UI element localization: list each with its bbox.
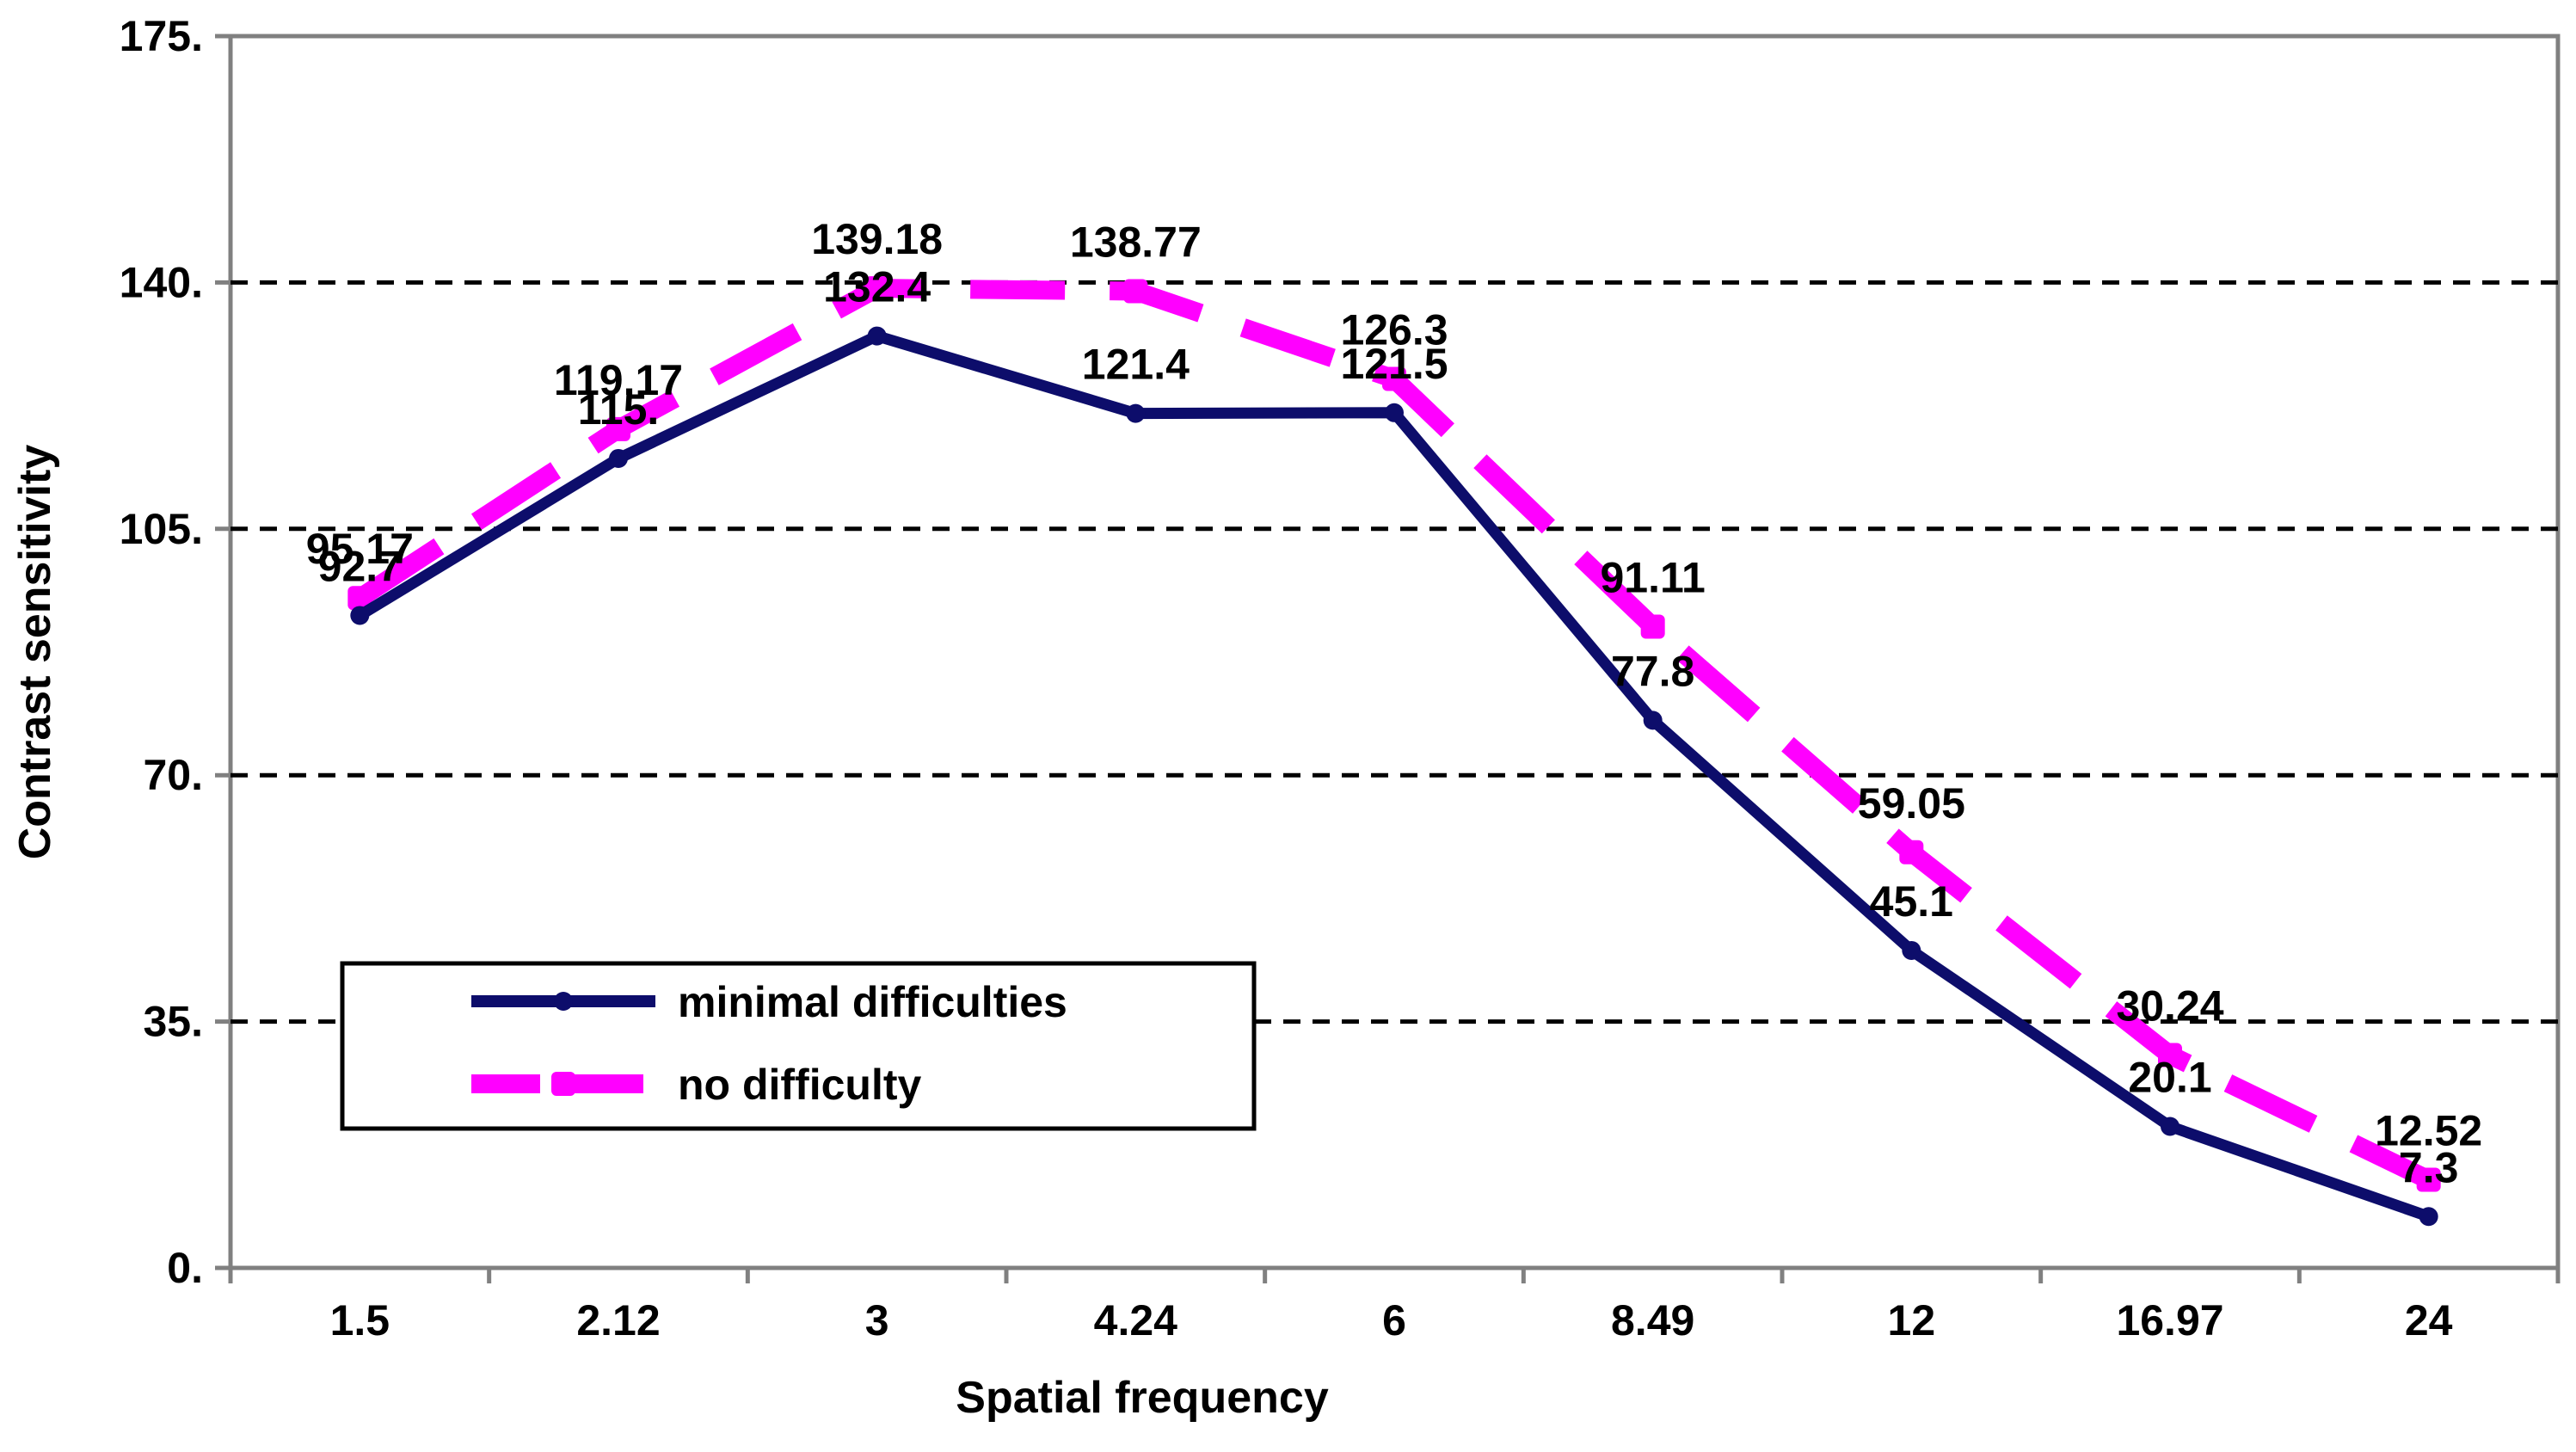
x-tick-label: 1.5 [330,1296,390,1344]
data-label-no-difficulty: 91.11 [1600,553,1705,601]
x-tick-label: 12 [1888,1296,1936,1344]
data-label-no-difficulty: 12.52 [2375,1107,2482,1155]
data-point-minimal-difficulties [867,326,887,346]
y-tick-label: 35. [143,998,203,1046]
data-point-no-difficulty [1382,366,1406,391]
y-tick-label: 70. [143,751,203,799]
data-label-no-difficulty: 126.3 [1340,306,1448,354]
data-point-minimal-difficulties [2161,1117,2179,1136]
x-axis-title: Spatial frequency [956,1373,1329,1423]
legend: minimal difficulties no difficulty [340,961,1257,1131]
data-point-minimal-difficulties [1902,940,1921,960]
data-point-minimal-difficulties [1643,711,1663,730]
axis-ticks: 0.35.70.105.140.175.1.5 2.12 3 4.24 6 8.49 12 1… [120,12,2561,1344]
data-labels: 92.7 115. 132.4 121.4 121.5 77.8 45.1 20.1 7.3 95… [306,215,2482,1191]
data-label-minimal-difficulties: 132.4 [823,263,931,311]
data-label-no-difficulty: 138.77 [1070,218,1202,266]
data-label-minimal-difficulties: 45.1 [1870,877,1953,926]
data-label-no-difficulty: 119.17 [554,356,683,404]
legend-marker-no-difficulty [551,1072,575,1096]
data-point-no-difficulty [1640,614,1665,639]
x-tick-label: 3 [865,1296,889,1344]
data-label-no-difficulty: 30.24 [2116,982,2223,1031]
legend-marker-minimal-difficulties [554,992,573,1011]
y-tick-label: 0. [167,1244,203,1292]
y-tick-label: 175. [120,12,203,60]
data-point-no-difficulty [1899,840,1924,864]
x-tick-label: 8.49 [1611,1296,1694,1344]
x-tick-label: 24 [2405,1296,2453,1344]
data-point-no-difficulty [2158,1043,2182,1067]
data-point-minimal-difficulties [2419,1207,2438,1227]
data-point-no-difficulty [347,586,372,611]
data-label-minimal-difficulties: 77.8 [1611,647,1694,695]
data-point-no-difficulty [606,416,630,441]
data-label-no-difficulty: 95.17 [306,525,414,573]
legend-label-no-difficulty: no difficulty [678,1061,921,1109]
y-tick-label: 105. [120,505,203,553]
y-tick-label: 140. [120,258,203,306]
data-label-minimal-difficulties: 92.7 [318,542,402,590]
x-tick-label: 6 [1382,1296,1406,1344]
data-label-minimal-difficulties: 121.4 [1082,341,1190,389]
data-point-minimal-difficulties [1126,403,1146,423]
data-point-no-difficulty [864,276,889,301]
x-tick-label: 4.24 [1094,1296,1178,1344]
data-point-minimal-difficulties [350,606,370,625]
data-label-no-difficulty: 59.05 [1858,779,1965,828]
legend-box [340,961,1257,1131]
data-point-no-difficulty [1123,279,1148,304]
data-point-no-difficulty [2416,1167,2441,1192]
data-label-minimal-difficulties: 7.3 [2399,1143,2459,1191]
x-tick-label: 16.97 [2116,1296,2223,1344]
legend-label-minimal-difficulties: minimal difficulties [678,978,1067,1026]
series-lines [347,276,2441,1227]
data-label-no-difficulty: 139.18 [811,215,943,263]
x-tick-label: 2.12 [576,1296,660,1344]
data-label-minimal-difficulties: 121.5 [1340,340,1448,388]
data-point-minimal-difficulties [1385,403,1404,422]
data-label-minimal-difficulties: 115. [578,385,660,434]
y-axis-title: Contrast sensitivity [10,445,60,860]
data-label-minimal-difficulties: 20.1 [2128,1054,2211,1102]
data-point-minimal-difficulties [609,448,628,468]
